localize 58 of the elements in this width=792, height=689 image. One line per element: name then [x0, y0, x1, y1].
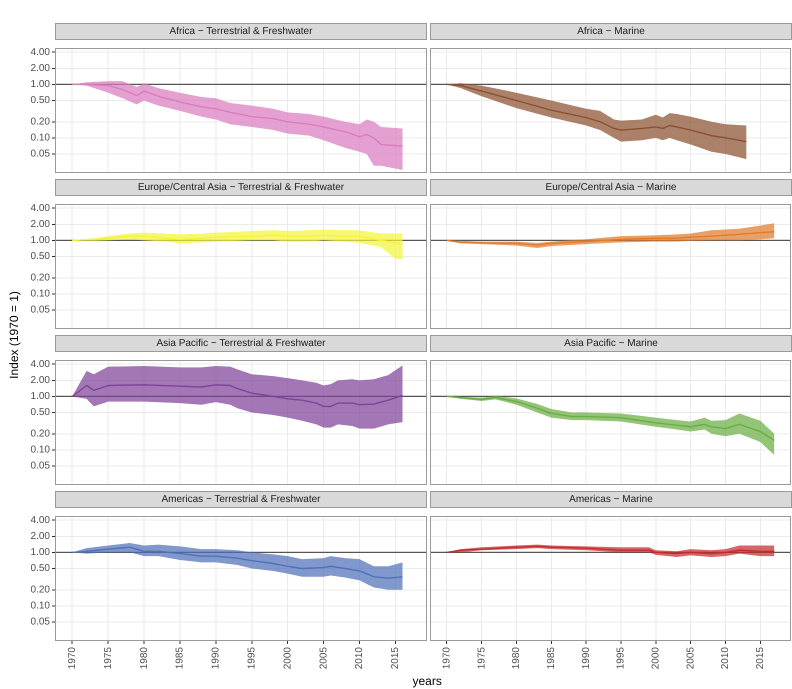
x-tick-label: 1980 [138, 646, 150, 670]
y-tick-label: 2.00 [30, 375, 50, 386]
x-tick-label: 2010 [720, 646, 732, 670]
y-tick-label: 0.10 [30, 444, 50, 456]
y-tick-label: 2.00 [30, 63, 50, 74]
x-tick-label: 2005 [685, 646, 696, 670]
x-tick-label: 2005 [318, 646, 330, 670]
chart-title: Asia Pacific − Terrestrial & Freshwater [55, 335, 427, 352]
chart-title: Africa − Terrestrial & Freshwater [55, 23, 427, 40]
x-tick-label: 1970 [441, 646, 452, 670]
y-tick-label: 4.00 [30, 514, 50, 526]
y-tick-label: 0.50 [30, 95, 50, 106]
y-tick-label: 1.00 [30, 79, 50, 90]
x-tick-label: 1970 [66, 646, 78, 670]
chart-title: Americas − Marine [430, 491, 792, 508]
x-tick-label: 1980 [511, 646, 522, 670]
y-tick-label: 1.00 [30, 547, 50, 558]
chart-title: Europe/Central Asia − Terrestrial & Freshwater [55, 179, 427, 196]
x-tick-label: 2000 [650, 646, 662, 670]
y-tick-label: 1.00 [30, 391, 50, 402]
x-tick-label: 2000 [282, 646, 294, 670]
x-axis-title: years [412, 674, 442, 688]
y-tick-label: 0.50 [30, 251, 50, 262]
y-tick-label: 0.05 [30, 616, 50, 628]
x-tick-label: 2010 [354, 646, 366, 670]
y-tick-label: 0.50 [30, 563, 50, 574]
y-tick-label: 1.00 [30, 235, 50, 246]
x-tick-label: 1990 [210, 646, 222, 670]
chart-title: Asia Pacific − Marine [430, 335, 792, 352]
x-tick-label: 1995 [246, 646, 258, 670]
x-tick-label: 2015 [755, 646, 766, 670]
y-tick-label: 0.10 [30, 600, 50, 612]
chart-title: Africa − Marine [430, 23, 792, 40]
y-tick-label: 0.05 [30, 148, 50, 160]
x-tick-label: 1975 [476, 646, 488, 670]
y-tick-label: 0.20 [30, 272, 50, 284]
x-tick-label: 1995 [616, 646, 627, 670]
y-axis-title: Index (1970 = 1) [6, 291, 21, 379]
y-tick-label: 0.05 [30, 304, 50, 316]
y-tick-label: 0.05 [30, 460, 50, 472]
y-tick-label: 0.20 [30, 116, 50, 128]
chart-title: Americas − Terrestrial & Freshwater [55, 491, 427, 508]
y-tick-label: 0.20 [30, 584, 50, 596]
x-tick-label: 1985 [174, 646, 186, 670]
y-tick-label: 2.00 [30, 531, 50, 542]
y-tick-label: 0.50 [30, 407, 50, 418]
y-tick-label: 0.10 [30, 288, 50, 300]
y-tick-label: 2.00 [30, 219, 50, 230]
x-tick-label: 1975 [102, 646, 114, 670]
y-tick-label: 4.00 [30, 202, 50, 214]
x-tick-label: 1990 [580, 646, 592, 670]
y-tick-label: 0.20 [30, 428, 50, 440]
chart-title: Europe/Central Asia − Marine [430, 179, 792, 196]
y-tick-label: 4.00 [30, 358, 50, 370]
y-tick-label: 4.00 [30, 46, 50, 58]
x-tick-label: 2015 [390, 646, 402, 670]
y-tick-label: 0.10 [30, 132, 50, 144]
x-tick-label: 1985 [546, 646, 558, 670]
